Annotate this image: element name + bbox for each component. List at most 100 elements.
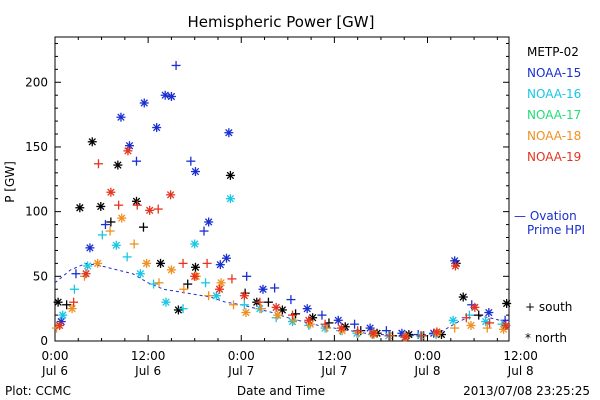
north-point-noaa-16	[83, 261, 93, 271]
south-point-noaa-15	[317, 310, 327, 320]
x-tick-time-label: 12:00	[317, 349, 352, 363]
north-point-metp-02	[75, 203, 85, 213]
south-point-noaa-18	[322, 323, 332, 333]
north-point-noaa-19	[271, 302, 281, 312]
north-point-metp-02	[190, 262, 200, 272]
north-point-noaa-18	[93, 258, 103, 268]
x-axis-label: Date and Time	[237, 384, 325, 398]
point-stroke	[401, 333, 409, 341]
point-stroke	[140, 99, 148, 107]
footer-plot-source: Plot: CCMC	[5, 384, 71, 398]
x-tick-time-label: 0:00	[414, 349, 441, 363]
north-point-noaa-15	[224, 128, 234, 138]
north-point-noaa-16	[481, 317, 491, 327]
point-stroke	[88, 138, 96, 146]
point-stroke	[482, 317, 490, 326]
point-stroke	[485, 308, 493, 317]
south-point-noaa-19	[320, 319, 330, 329]
south-point-metp-02	[138, 222, 148, 232]
ovation-hpi-line	[54, 262, 506, 337]
north-point-noaa-18	[216, 278, 226, 288]
legend-entry-noaa-16: NOAA-16	[527, 87, 581, 101]
point-stroke	[305, 316, 313, 325]
south-point-noaa-16	[149, 279, 159, 289]
south-point-noaa-18	[154, 278, 164, 288]
point-stroke	[114, 161, 122, 169]
north-point-noaa-15	[166, 92, 176, 102]
legend-entry-noaa-18: NOAA-18	[527, 129, 581, 143]
x-tick-date-label: Jul 6	[134, 364, 161, 378]
south-point-noaa-19	[69, 297, 79, 307]
north-point-noaa-16	[58, 310, 68, 320]
north-point-noaa-19	[432, 327, 442, 337]
legend-entry-noaa-15: NOAA-15	[527, 66, 581, 80]
north-point-noaa-19	[215, 284, 225, 294]
north-point-noaa-16	[161, 297, 171, 307]
legend-entry-noaa-17: NOAA-17	[527, 108, 581, 122]
north-point-noaa-19	[450, 261, 460, 271]
point-stroke	[174, 306, 183, 314]
north-point-noaa-18	[273, 310, 283, 320]
north-point-noaa-15	[222, 253, 232, 263]
point-stroke	[97, 202, 105, 211]
point-stroke	[437, 330, 446, 339]
south-point-noaa-19	[93, 159, 103, 169]
south-point-noaa-15	[242, 271, 252, 281]
point-stroke	[54, 298, 62, 306]
south-point-noaa-18	[129, 239, 139, 249]
x-tick-date-label: Jul 8	[414, 364, 441, 378]
legend-ovation-label-2: Prime HPI	[527, 223, 585, 237]
point-stroke	[191, 167, 200, 176]
point-stroke	[215, 285, 224, 293]
south-point-noaa-19	[114, 200, 124, 210]
point-stroke	[225, 129, 233, 137]
point-stroke	[166, 191, 175, 199]
south-point-noaa-18	[450, 323, 460, 333]
south-point-noaa-16	[69, 284, 79, 294]
north-point-noaa-15	[85, 243, 95, 253]
point-stroke	[240, 292, 249, 300]
north-point-noaa-15	[116, 112, 126, 122]
point-stroke	[86, 244, 94, 252]
point-stroke	[334, 316, 342, 325]
south-point-noaa-16	[97, 230, 107, 240]
north-point-metp-02	[53, 297, 63, 307]
north-point-noaa-18	[241, 308, 251, 318]
north-point-noaa-19	[501, 320, 511, 330]
south-point-noaa-18	[289, 315, 299, 325]
south-point-noaa-19	[287, 310, 297, 320]
y-tick-label: 0	[40, 334, 48, 348]
point-stroke	[117, 113, 125, 121]
south-point-noaa-19	[178, 258, 188, 268]
south-point-noaa-18	[204, 291, 214, 301]
point-stroke	[272, 303, 280, 312]
north-point-noaa-15	[302, 304, 312, 314]
south-point-noaa-16	[201, 278, 211, 288]
x-tick-time-label: 12:00	[503, 349, 538, 363]
point-stroke	[274, 311, 282, 319]
north-point-noaa-15	[215, 260, 225, 270]
point-stroke	[366, 324, 374, 332]
south-point-noaa-15	[186, 156, 196, 166]
y-axis-label: P [GW]	[3, 161, 17, 203]
y-tick-label: 100	[25, 205, 48, 219]
point-stroke	[467, 321, 475, 330]
y-tick-label: 200	[25, 75, 48, 89]
y-tick-label: 150	[25, 140, 48, 154]
south-point-metp-02	[106, 217, 116, 227]
point-stroke	[190, 272, 199, 281]
legend-entry-noaa-19: NOAA-19	[527, 150, 581, 164]
south-point-noaa-19	[384, 331, 394, 341]
point-stroke	[259, 285, 267, 293]
north-point-noaa-15	[258, 284, 268, 294]
north-point-metp-02	[131, 196, 141, 206]
point-stroke	[132, 197, 141, 205]
point-stroke	[59, 311, 67, 319]
south-point-noaa-16	[122, 252, 132, 262]
south-point-noaa-18	[256, 304, 266, 314]
north-point-metp-02	[156, 258, 166, 268]
point-stroke	[242, 308, 250, 317]
north-point-noaa-16	[225, 194, 235, 204]
point-stroke	[459, 293, 467, 301]
point-stroke	[449, 316, 457, 325]
